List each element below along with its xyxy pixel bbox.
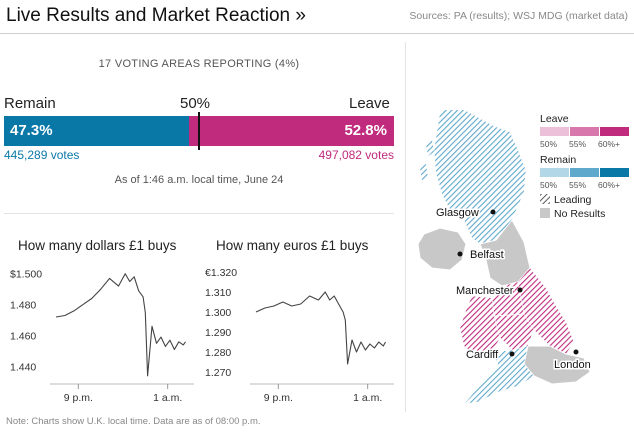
legend-leave-swatch-2 [570,127,599,136]
midpoint-label: 50% [180,95,211,112]
dollar-chart-title: How many dollars £1 buys [18,238,177,253]
dollar-chart-y-tick: $1.500 [10,269,42,281]
legend-no-results-label: No Results [554,208,605,220]
leading-hatch-icon [540,194,550,204]
legend-leave-tick-50: 50% [540,139,557,149]
euro-chart-y-tick: 1.280 [205,347,231,359]
legend-leave-title: Leave [540,113,569,125]
remain-votes: 445,289 votes [4,148,80,162]
legend-leave-tick-55: 55% [569,139,586,149]
dollar-chart-y-tick: 1.440 [10,362,36,374]
legend-leave-tick-60: 60%+ [598,139,620,149]
map-legend: Leave 50% 55% 60%+ Remain 50% 55% 60%+ L… [540,113,629,220]
section-divider [4,213,394,214]
midpoint-line [198,112,200,150]
header-divider [0,33,634,34]
euro-chart-y-tick: €1.320 [205,267,237,279]
northern-ireland-region[interactable] [417,227,467,271]
chart-note: Note: Charts show U.K. local time. Data … [6,416,261,427]
euro-chart-y-tick: 1.310 [205,287,231,299]
dollar-chart-x-tick-label: 9 p.m. [64,392,93,404]
scottish-islands[interactable] [420,140,434,180]
wales-region[interactable] [459,295,501,357]
dollar-chart-series-line [55,273,186,377]
euro-chart-y-tick: 1.270 [205,367,231,379]
euro-chart-x-tick-label: 1 a.m. [353,392,382,404]
legend-remain-swatch-3 [600,168,629,177]
euro-chart-y-tick: 1.300 [205,307,231,319]
legend-remain-tick-60: 60%+ [598,180,620,190]
column-divider [405,42,406,412]
legend-remain-tick-55: 55% [569,180,586,190]
leave-votes: 497,082 votes [318,148,394,162]
belfast-marker[interactable] [457,251,463,257]
cardiff-label: Cardiff [466,349,499,361]
london-label: London [554,359,591,371]
legend-leading-label: Leading [554,194,592,206]
glasgow-label: Glasgow [436,207,479,219]
remain-label: Remain [4,95,56,112]
glasgow-marker[interactable] [490,209,496,215]
uk-results-map[interactable]: Glasgow Belfast Manchester Cardiff Londo… [406,110,634,410]
legend-remain-swatch-2 [570,168,599,177]
leave-label: Leave [349,95,390,112]
as-of-time: As of 1:46 a.m. local time, June 24 [114,174,284,186]
region-boundaries [491,285,535,351]
london-marker[interactable] [573,349,579,355]
leave-percent: 52.8% [344,122,387,139]
manchester-label: Manchester [456,285,514,297]
legend-remain-swatch-1 [540,168,569,177]
page-title[interactable]: Live Results and Market Reaction » [6,5,306,26]
belfast-label: Belfast [470,249,504,261]
dollar-chart-y-tick: 1.480 [10,300,36,312]
dollar-chart-x-tick-label: 1 a.m. [153,392,182,404]
euro-chart-series-line [255,291,386,365]
leave-bar: 52.8% [189,116,394,146]
legend-leave-swatch-1 [540,127,569,136]
manchester-marker[interactable] [517,287,523,293]
euro-chart-title: How many euros £1 buys [216,238,369,253]
reporting-status: 17 VOTING AREAS REPORTING (4%) [98,58,300,70]
legend-remain-title: Remain [540,154,576,166]
legend-remain-tick-50: 50% [540,180,557,190]
euro-chart-x-tick-label: 9 p.m. [264,392,293,404]
dollar-chart: $1.500 1.480 1.460 1.440 9 p.m. 1 a.m. [10,269,194,404]
no-results-swatch [540,208,550,218]
legend-leave-swatch-3 [600,127,629,136]
dollar-chart-y-tick: 1.460 [10,331,36,343]
euro-chart: €1.320 1.310 1.300 1.290 1.280 1.270 9 p.m. 1 a… [205,267,394,404]
cardiff-marker[interactable] [509,351,515,357]
remain-bar: 47.3% [4,116,189,146]
euro-chart-y-tick: 1.290 [205,327,231,339]
remain-percent: 47.3% [10,122,53,139]
sources-note: Sources: PA (results); WSJ MDG (market d… [409,10,628,22]
